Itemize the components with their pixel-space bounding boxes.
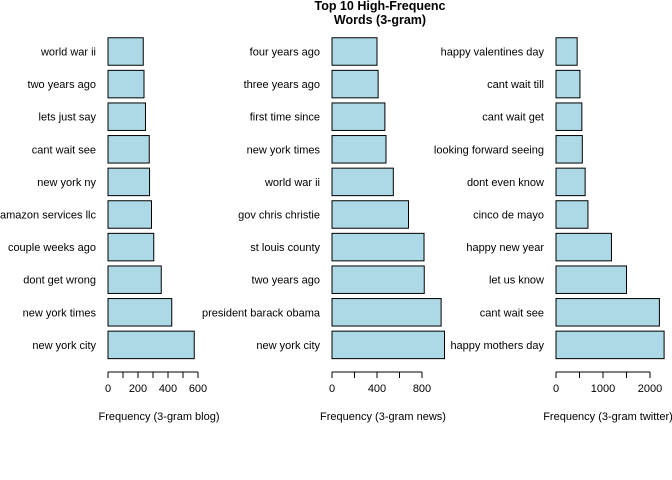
chart-title-line-2: Words (3-gram) xyxy=(334,13,426,27)
bar-gov-chris-christie xyxy=(331,200,409,229)
category-label: new york city xyxy=(256,340,320,352)
category-label: first time since xyxy=(250,112,320,124)
bar-four-years-ago xyxy=(331,37,378,66)
category-label: lets just say xyxy=(39,112,97,124)
bar-two-years-ago xyxy=(331,265,425,294)
x-tick-label: 0 xyxy=(105,383,111,395)
category-label: cant wait get xyxy=(482,112,544,124)
x-axis-label: Frequency (3-gram blog) xyxy=(98,411,219,423)
category-label: two years ago xyxy=(28,79,96,91)
bar-new-york-city xyxy=(107,330,195,360)
category-label: amazon services llc xyxy=(0,210,96,222)
category-label: president barack obama xyxy=(202,307,321,319)
category-label: cant wait see xyxy=(480,307,544,319)
category-label: world war ii xyxy=(264,177,320,189)
bar-dont-get-wrong xyxy=(107,265,162,294)
bar-world-war-ii xyxy=(107,37,144,66)
x-axis-label: Frequency (3-gram news) xyxy=(320,411,446,423)
x-tick-label: 600 xyxy=(189,383,207,395)
bar-dont-even-know xyxy=(555,167,586,197)
x-tick-label: 200 xyxy=(129,383,147,395)
bar-let-us-know xyxy=(555,265,627,294)
category-label: gov chris christie xyxy=(238,210,320,222)
bar-happy-valentines-day xyxy=(555,37,578,66)
bar-couple-weeks-ago xyxy=(107,232,155,262)
category-label: cant wait till xyxy=(487,79,544,91)
category-label: happy mothers day xyxy=(450,340,544,352)
bar-lets-just-say xyxy=(107,102,146,131)
bar-cant-wait-till xyxy=(555,69,581,99)
category-label: new york times xyxy=(247,144,321,156)
bar-first-time-since xyxy=(331,102,386,131)
bar-new-york-times xyxy=(331,135,387,164)
x-axis-label: Frequency (3-gram twitter) xyxy=(543,411,672,423)
bar-president-barack-obama xyxy=(331,298,442,327)
bar-world-war-ii xyxy=(331,167,394,197)
category-label: new york city xyxy=(32,340,96,352)
bar-happy-new-year xyxy=(555,232,612,262)
x-tick-label: 800 xyxy=(413,383,431,395)
category-label: let us know xyxy=(489,275,544,287)
bar-happy-mothers-day xyxy=(555,330,665,360)
category-label: cant wait see xyxy=(32,144,96,156)
bar-amazon-services-llc xyxy=(107,200,152,229)
category-label: cinco de mayo xyxy=(473,210,544,222)
category-label: dont get wrong xyxy=(23,275,96,287)
category-label: looking forward seeing xyxy=(434,144,544,156)
category-label: world war ii xyxy=(40,47,96,59)
bar-looking-forward-seeing xyxy=(555,135,583,164)
bar-cant-wait-see xyxy=(107,135,150,164)
bar-new-york-times xyxy=(107,298,173,327)
category-label: happy new year xyxy=(466,242,544,254)
category-label: couple weeks ago xyxy=(8,242,96,254)
x-tick-label: 1000 xyxy=(591,383,615,395)
x-tick-label: 400 xyxy=(368,383,386,395)
x-tick-label: 0 xyxy=(553,383,559,395)
bar-cinco-de-mayo xyxy=(555,200,589,229)
bar-three-years-ago xyxy=(331,69,379,99)
chart-title-line-1: Top 10 High-Frequenc xyxy=(314,0,445,13)
bar-st-louis-county xyxy=(331,232,425,262)
bar-two-years-ago xyxy=(107,69,145,99)
bar-cant-wait-see xyxy=(555,298,660,327)
category-label: dont even know xyxy=(467,177,544,189)
category-label: happy valentines day xyxy=(441,47,545,59)
bar-cant-wait-get xyxy=(555,102,583,131)
chart-panels: new york city new york times dont get wron… xyxy=(0,37,672,423)
x-tick-label: 400 xyxy=(159,383,177,395)
x-tick-label: 2000 xyxy=(638,383,662,395)
x-tick-label: 0 xyxy=(329,383,335,395)
category-label: new york ny xyxy=(37,177,96,189)
category-label: two years ago xyxy=(252,275,320,287)
bar-new-york-city xyxy=(331,330,445,360)
category-label: new york times xyxy=(23,307,97,319)
category-label: four years ago xyxy=(250,47,320,59)
category-label: three years ago xyxy=(244,79,320,91)
bar-new-york-ny xyxy=(107,167,151,197)
category-label: st louis county xyxy=(250,242,320,254)
